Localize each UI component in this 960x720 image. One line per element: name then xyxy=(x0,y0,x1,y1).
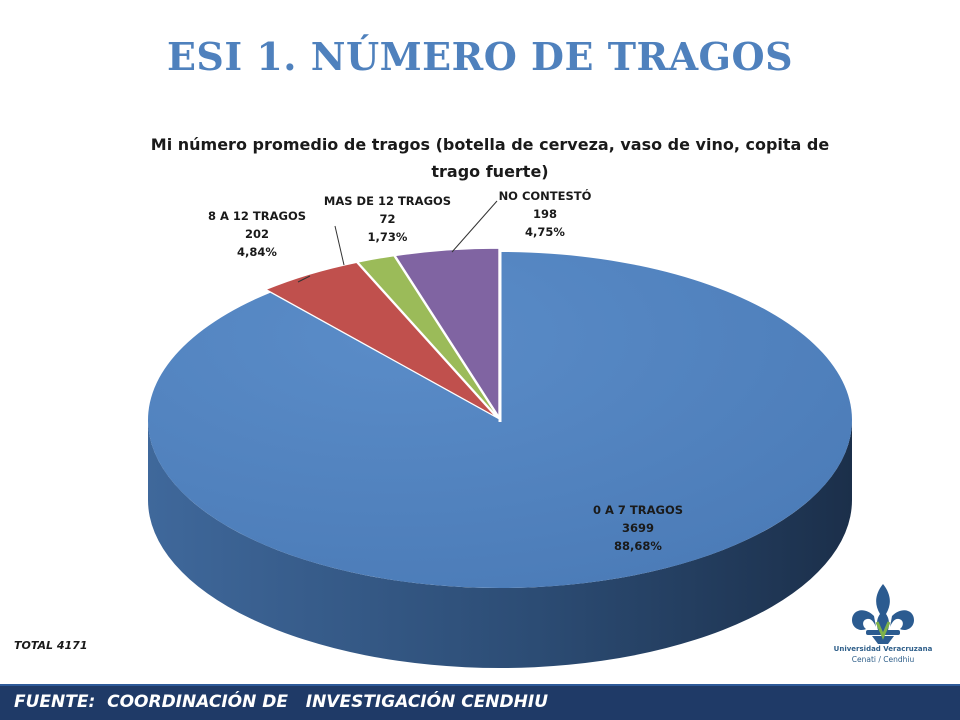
university-subtitle: Cenati / Cendhiu xyxy=(851,655,915,664)
pie-side-faces xyxy=(148,420,852,668)
footer-bar: FUENTE: COORDINACIÓN DE INVESTIGACIÓN CE… xyxy=(0,684,960,720)
slice-percent: 88,68% xyxy=(614,539,662,553)
slice-value: 3699 xyxy=(621,521,654,535)
leader-lines xyxy=(297,200,498,283)
slide-title: ESI 1. NÚMERO DE TRAGOS xyxy=(166,34,794,79)
slice-value: 198 xyxy=(532,207,557,221)
footer-source: FUENTE: COORDINACIÓN DE INVESTIGACIÓN CE… xyxy=(14,692,549,712)
slice-label: 0 A 7 TRAGOS xyxy=(592,503,683,517)
slice-percent: 4,84% xyxy=(237,245,277,259)
data-label-mas-de-12: MAS DE 12 TRAGOS 72 1,73% xyxy=(315,192,460,246)
slice-percent: 1,73% xyxy=(367,230,408,244)
fleur-de-lis-logo xyxy=(852,584,914,644)
pie-slice-8-a-12-tragos xyxy=(264,261,497,418)
slice-value: 72 xyxy=(379,212,396,226)
total-note: TOTAL 4171 xyxy=(14,639,88,652)
leader-line-no-contesto xyxy=(451,200,498,253)
slice-value: 202 xyxy=(244,227,269,241)
data-label-8-a-12: 8 A 12 TRAGOS 202 4,84% xyxy=(202,207,312,261)
data-label-no-contesto: NO CONTESTÓ 198 4,75% xyxy=(490,187,600,241)
pie-slice-mas-de-12-tragos xyxy=(357,255,498,417)
pie-chart xyxy=(148,200,853,668)
pie-top-faces xyxy=(148,247,853,588)
university-name: Universidad Veracruzana xyxy=(833,645,933,653)
slice-label: 8 A 12 TRAGOS xyxy=(207,209,306,223)
slice-label: MAS DE 12 TRAGOS xyxy=(323,194,452,208)
leader-line-mas-de-12 xyxy=(334,225,345,266)
chart-title: Mi número promedio de tragos (botella de… xyxy=(150,135,830,181)
leader-line-8-a-12 xyxy=(297,275,311,283)
slice-percent: 4,75% xyxy=(525,225,565,239)
slice-label: NO CONTESTÓ xyxy=(498,189,592,203)
pie-slice-0-a-7-tragos-side xyxy=(148,420,852,668)
data-label-0-a-7: 0 A 7 TRAGOS 3699 88,68% xyxy=(573,501,703,555)
